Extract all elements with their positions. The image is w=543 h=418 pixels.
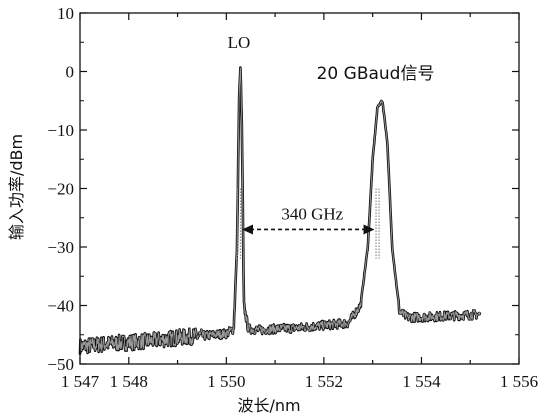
axis-layer: 1 547 1 548 1 550 1 552 1 554 1 556 −50 −40 −30 −… — [47, 4, 538, 391]
spacing-label: 340 GHz — [281, 204, 343, 223]
spectrum-trace-core — [79, 67, 481, 355]
annotation-layer: LO 20 GBaud信号 340 GHz — [228, 33, 435, 259]
y-tick-label: −40 — [47, 297, 74, 316]
arrow-head-right — [363, 224, 375, 235]
y-tick-label: −50 — [47, 355, 74, 374]
y-tick-label: 10 — [57, 4, 74, 23]
x-axis-label: 波长/nm — [237, 396, 300, 415]
y-tick-label: −20 — [47, 180, 74, 199]
y-tick-label: −10 — [47, 121, 74, 140]
x-tick-label: 1 554 — [402, 372, 441, 391]
x-tick-label: 1 550 — [207, 372, 245, 391]
lo-label: LO — [228, 33, 251, 52]
x-tick-label: 1 552 — [305, 372, 343, 391]
y-tick-label: 0 — [66, 63, 75, 82]
x-tick-label: 1 548 — [110, 372, 148, 391]
spectrum-trace — [78, 66, 482, 355]
y-axis-label: 输入功率/dBm — [7, 134, 26, 240]
arrow-head-left — [242, 224, 254, 235]
signal-label: 20 GBaud信号 — [317, 64, 435, 84]
x-tick-label: 1 556 — [500, 372, 538, 391]
series-layer — [78, 66, 482, 355]
x-tick-label: 1 547 — [61, 372, 100, 391]
y-tick-label: −30 — [47, 238, 74, 257]
